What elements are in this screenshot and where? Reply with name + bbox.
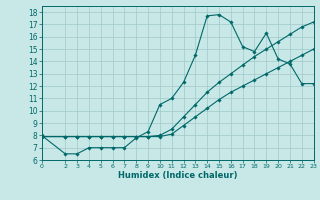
X-axis label: Humidex (Indice chaleur): Humidex (Indice chaleur): [118, 171, 237, 180]
